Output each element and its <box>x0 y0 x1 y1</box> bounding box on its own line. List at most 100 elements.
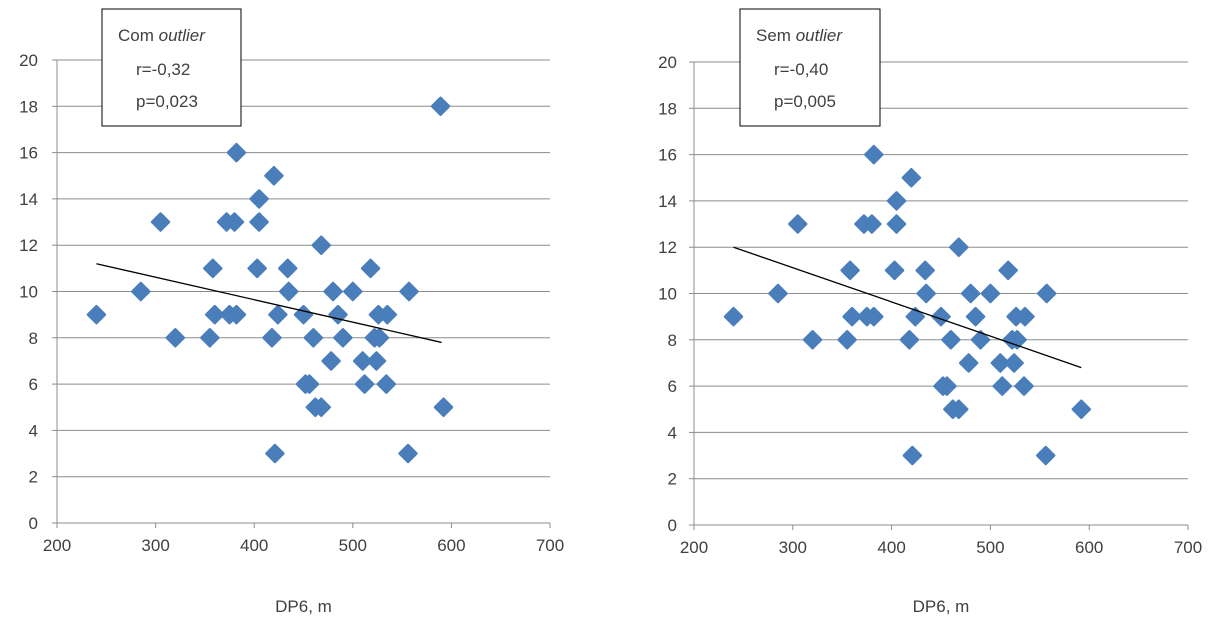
y-tick-label: 12 <box>658 238 677 257</box>
annotation-r: r=-0,40 <box>774 60 828 79</box>
data-point <box>360 258 381 279</box>
data-point <box>837 330 857 350</box>
data-point <box>226 142 247 163</box>
data-point <box>430 96 451 117</box>
data-point <box>902 445 923 466</box>
data-point <box>226 304 247 325</box>
x-tick-label: 600 <box>437 536 465 555</box>
chart-1: 0 2 4 6 8 10 12 14 16 18 20 200 300 400 500 600 700 DP6, … <box>19 8 564 616</box>
data-point <box>86 304 107 325</box>
data-point <box>354 374 375 394</box>
x-tick-label: 200 <box>43 536 71 555</box>
annotation-title: Sem outlier <box>756 26 843 45</box>
trendline <box>96 263 442 344</box>
data-point <box>899 330 920 350</box>
y-tick-label: 10 <box>19 283 38 302</box>
annotation-title: Com outlier <box>118 26 206 45</box>
data-point <box>249 212 269 232</box>
data-point <box>886 191 907 211</box>
y-tick-label: 18 <box>19 97 38 116</box>
data-point <box>958 353 979 373</box>
data-point <box>915 260 935 281</box>
annotation-p: p=0,023 <box>136 92 198 111</box>
annotation-frame <box>101 8 242 127</box>
data-point <box>949 237 969 257</box>
annotation-r: r=-0,32 <box>136 60 190 79</box>
data-point <box>293 304 314 325</box>
data-point <box>965 306 986 327</box>
data-point <box>299 374 320 394</box>
data-point <box>949 399 969 419</box>
data-points <box>723 144 1092 466</box>
x-tick-label: 200 <box>680 538 708 557</box>
data-point <box>205 304 225 325</box>
data-point <box>842 306 862 327</box>
data-point <box>333 328 353 348</box>
y-tick-label: 16 <box>658 146 677 165</box>
data-point <box>165 328 186 348</box>
data-point <box>311 235 331 255</box>
annotation-box: Com outlier r=-0,32 p=0,023 <box>101 8 242 127</box>
x-tick-label: 700 <box>536 536 564 555</box>
data-point <box>802 330 823 350</box>
data-point <box>303 328 324 348</box>
data-point <box>1014 376 1034 396</box>
data-point <box>905 306 926 327</box>
data-point <box>278 281 299 302</box>
trendline <box>733 246 1082 369</box>
y-tick-label: 0 <box>29 514 38 533</box>
annotation-title-italic: outlier <box>796 26 844 45</box>
data-point <box>916 283 936 304</box>
data-point <box>399 281 419 302</box>
y-tick-label: 2 <box>29 468 38 487</box>
chart-2: 0 2 4 6 8 10 12 14 16 18 20 200 300 400 500 600 700 DP6, … <box>658 8 1202 616</box>
data-point <box>768 283 788 304</box>
y-tick-label: 12 <box>19 236 38 255</box>
data-point <box>265 443 285 464</box>
data-point <box>200 328 220 348</box>
y-tick-label: 14 <box>658 192 677 211</box>
annotation-title-prefix: Com <box>118 26 159 45</box>
x-tick-label: 700 <box>1174 538 1202 557</box>
annotation-title-italic: outlier <box>159 26 207 45</box>
data-point <box>377 304 398 325</box>
data-point <box>970 330 991 350</box>
data-point <box>268 304 288 325</box>
data-point <box>723 306 744 327</box>
y-tick-label: 8 <box>668 331 677 350</box>
data-point <box>864 144 884 165</box>
data-point <box>323 281 343 302</box>
data-point <box>224 212 245 232</box>
data-point <box>247 258 267 279</box>
y-tick-label: 4 <box>29 421 38 440</box>
data-point <box>131 281 151 302</box>
data-point <box>998 260 1018 281</box>
y-tick-label: 8 <box>29 329 38 348</box>
data-point <box>901 168 922 188</box>
data-point <box>980 283 1001 304</box>
data-point <box>264 166 284 186</box>
data-point <box>343 281 363 302</box>
x-tick-label: 300 <box>779 538 807 557</box>
annotation-title-prefix: Sem <box>756 26 796 45</box>
data-point <box>262 328 282 348</box>
data-point <box>311 397 331 417</box>
data-point <box>203 258 223 279</box>
y-tick-label: 4 <box>668 423 677 442</box>
x-tick-label: 500 <box>339 536 367 555</box>
data-point <box>886 214 907 234</box>
data-point <box>249 189 269 209</box>
data-point <box>992 376 1013 396</box>
y-tick-label: 6 <box>668 377 677 396</box>
y-tick-label: 2 <box>668 470 677 489</box>
data-point <box>787 214 808 234</box>
y-tick-label: 6 <box>29 375 38 394</box>
data-point <box>1035 445 1056 466</box>
data-point <box>369 328 390 348</box>
data-point <box>1036 283 1057 304</box>
data-points <box>86 96 454 464</box>
annotation-p: p=0,005 <box>774 92 836 111</box>
x-axis-title: DP6, m <box>275 597 332 616</box>
x-tick-label: 400 <box>877 538 905 557</box>
